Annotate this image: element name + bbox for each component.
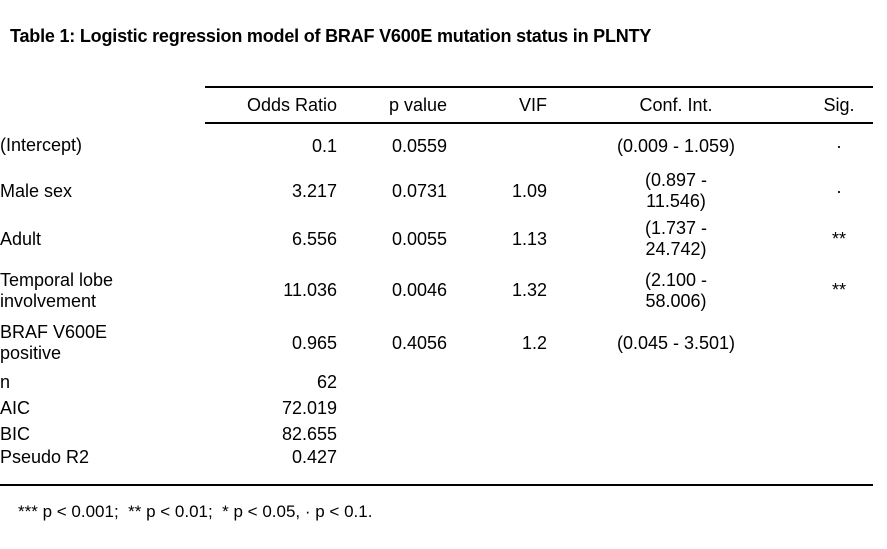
col-header-vif: VIF [447, 86, 547, 124]
cell-conf-int [547, 421, 805, 447]
col-header-odds-ratio: Odds Ratio [205, 86, 337, 124]
stat-label: AIC [0, 397, 31, 418]
cell-odds-ratio: 3.217 [291, 180, 337, 201]
col-header-conf-int: Conf. Int. [547, 86, 805, 124]
cell-odds-ratio: 0.1 [311, 135, 337, 156]
stat-value: 62 [316, 371, 337, 392]
cell-label: BRAF V600E positive [0, 322, 108, 363]
cell-sig [805, 395, 873, 421]
cell-p-value: 0.4056 [391, 332, 447, 353]
predictor-row: Adult 6.556 0.0055 1.13 (1.737 - 24.742) ** [0, 214, 873, 264]
regression-table: Odds Ratio p value VIF Conf. Int. Sig. (… [0, 86, 873, 486]
model-stat-row: Pseudo R2 0.427 [0, 447, 873, 485]
cell-vif [447, 369, 547, 395]
significance-legend: *** p < 0.001; ** p < 0.01; * p < 0.05, … [18, 502, 373, 521]
cell-conf-int: (1.737 - 24.742) [644, 218, 708, 259]
stat-value: 0.427 [291, 447, 337, 467]
cell-label: Adult [0, 228, 42, 249]
col-header-blank [0, 87, 205, 123]
cell-vif [447, 447, 547, 485]
cell-label: Temporal lobe involvement [0, 269, 114, 311]
cell-sig [805, 421, 873, 447]
model-stat-row: AIC 72.019 [0, 395, 873, 421]
cell-p-value [337, 447, 447, 485]
cell-vif: 1.09 [511, 180, 547, 201]
cell-vif [447, 421, 547, 447]
cell-vif [447, 395, 547, 421]
stat-label: Pseudo R2 [0, 447, 90, 467]
cell-p-value [337, 369, 447, 395]
cell-conf-int: (0.897 - 11.546) [644, 170, 708, 211]
cell-sig: ** [831, 280, 846, 300]
cell-sig [805, 369, 873, 395]
cell-p-value: 0.0055 [391, 228, 447, 249]
table-body: (Intercept) 0.1 0.0559 (0.009 - 1.059) · Male… [0, 123, 873, 485]
cell-conf-int [547, 447, 805, 485]
cell-label: Male sex [0, 180, 73, 201]
stat-label: BIC [0, 423, 31, 444]
cell-vif [447, 123, 547, 168]
cell-p-value: 0.0046 [391, 280, 447, 300]
predictor-row: (Intercept) 0.1 0.0559 (0.009 - 1.059) · [0, 123, 873, 168]
cell-p-value [337, 395, 447, 421]
cell-odds-ratio: 0.965 [291, 332, 337, 353]
stat-value: 72.019 [281, 397, 337, 418]
model-stat-row: n 62 [0, 369, 873, 395]
cell-conf-int: (2.100 - 58.006) [644, 269, 708, 311]
cell-conf-int: (0.009 - 1.059) [616, 135, 736, 156]
cell-sig: ** [831, 228, 846, 249]
cell-vif: 1.2 [521, 332, 547, 353]
cell-conf-int [547, 395, 805, 421]
cell-sig: · [836, 135, 842, 156]
cell-conf-int [547, 369, 805, 395]
predictor-row: Temporal lobe involvement 11.036 0.0046 1.3… [0, 264, 873, 317]
cell-sig [805, 317, 873, 369]
col-header-p-value: p value [337, 86, 447, 124]
cell-odds-ratio: 6.556 [291, 228, 337, 249]
cell-p-value: 0.0731 [391, 180, 447, 201]
table-title: Table 1: Logistic regression model of BR… [10, 26, 652, 46]
predictor-row: Male sex 3.217 0.0731 1.09 (0.897 - 11.546) · [0, 168, 873, 214]
cell-conf-int: (0.045 - 3.501) [616, 332, 736, 353]
cell-p-value: 0.0559 [391, 135, 447, 156]
cell-sig [805, 447, 873, 485]
stat-value: 82.655 [281, 423, 337, 444]
model-stat-row: BIC 82.655 [0, 421, 873, 447]
col-header-sig: Sig. [805, 86, 873, 124]
stat-label: n [0, 371, 11, 392]
cell-vif: 1.13 [511, 228, 547, 249]
cell-p-value [337, 421, 447, 447]
cell-odds-ratio: 11.036 [283, 280, 337, 300]
cell-sig: · [836, 180, 842, 201]
cell-vif: 1.32 [511, 280, 547, 300]
predictor-row: BRAF V600E positive 0.965 0.4056 1.2 (0.045 … [0, 317, 873, 369]
cell-label: (Intercept) [0, 135, 83, 155]
table-header-row: Odds Ratio p value VIF Conf. Int. Sig. [0, 86, 873, 124]
